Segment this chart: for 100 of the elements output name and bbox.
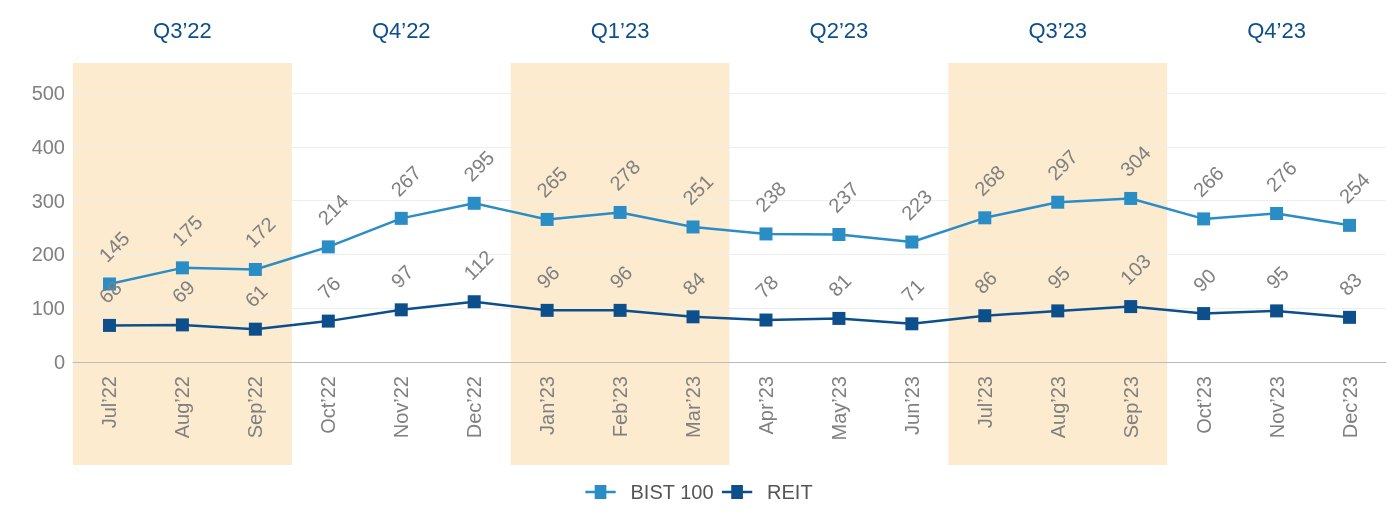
point — [1343, 310, 1357, 324]
point — [175, 318, 189, 332]
data-label: 278 — [605, 155, 645, 195]
x-tick-label: Dec’23 — [1338, 376, 1361, 439]
text: Q4’22 — [371, 17, 431, 43]
y-tick-label: 0 — [53, 351, 65, 373]
band-label: Q3’22 — [153, 17, 212, 43]
x-tick-label: Mar’23 — [682, 376, 705, 438]
data-label: 172 — [240, 212, 280, 252]
point — [1051, 304, 1065, 318]
data-label: 90 — [1188, 264, 1221, 296]
x-tick-label: Sep’23 — [1119, 376, 1142, 439]
data-label: 96 — [532, 261, 564, 293]
data-label: 95 — [1042, 261, 1075, 294]
point — [175, 261, 189, 275]
point — [467, 295, 481, 309]
data-label: 304 — [1115, 141, 1155, 181]
data-label: 84 — [678, 267, 710, 300]
point — [978, 211, 992, 225]
data-label: 276 — [1261, 156, 1301, 196]
data-label: 103 — [1115, 249, 1155, 289]
data-label: 238 — [751, 177, 791, 217]
x-tick-label: Aug’22 — [171, 376, 194, 439]
point — [759, 313, 773, 327]
data-label: 71 — [897, 274, 929, 307]
x-tick-label: Jun’23 — [900, 376, 923, 435]
data-label: 76 — [313, 272, 345, 304]
point — [394, 211, 408, 225]
data-label: 95 — [1261, 261, 1294, 294]
data-label: 267 — [386, 161, 426, 201]
x-tick-label: Oct’23 — [1192, 376, 1215, 434]
point — [832, 311, 846, 325]
y-tick-label: 400 — [31, 135, 65, 158]
band-label: Q3’23 — [1028, 17, 1088, 43]
point — [1270, 304, 1284, 318]
data-label: 237 — [824, 177, 864, 217]
x-tick-label: Feb’23 — [609, 376, 632, 438]
point — [540, 212, 554, 226]
point — [321, 240, 335, 254]
y-tick-label: 500 — [31, 82, 65, 104]
data-label: 78 — [751, 270, 783, 303]
x-tick-label: May’23 — [827, 376, 850, 441]
legend-label: REIT — [767, 481, 813, 503]
x-tick-label: Oct’22 — [317, 376, 340, 434]
point — [1124, 191, 1138, 205]
data-label: 175 — [167, 210, 207, 251]
y-tick-label: 100 — [31, 297, 65, 320]
data-label: 112 — [459, 245, 498, 284]
x-tick-label: Apr’23 — [754, 376, 777, 435]
point — [248, 262, 262, 276]
x-tick-label: Jul’23 — [973, 376, 996, 429]
x-tick-label: Aug’23 — [1046, 376, 1069, 439]
data-label: 61 — [240, 280, 272, 312]
data-label: 214 — [313, 189, 353, 230]
y-tick-label: 200 — [31, 243, 65, 266]
point — [613, 205, 627, 219]
data-label: 145 — [94, 227, 134, 267]
point — [759, 227, 773, 241]
data-label: 97 — [386, 260, 418, 293]
data-label: 251 — [678, 170, 718, 210]
point — [686, 310, 700, 324]
y-tick-label: 300 — [31, 189, 65, 212]
point — [102, 318, 116, 332]
text: Q4’23 — [1247, 17, 1306, 43]
point — [905, 235, 919, 249]
point — [978, 309, 992, 323]
point — [1343, 218, 1357, 232]
data-label: 254 — [1334, 168, 1374, 208]
data-label: 69 — [167, 275, 199, 308]
x-tick-label: Nov’23 — [1265, 376, 1288, 439]
data-label: 86 — [969, 266, 1002, 298]
point — [1197, 307, 1211, 321]
point — [832, 227, 846, 241]
data-label: 83 — [1334, 268, 1366, 300]
text: Q2’23 — [809, 17, 869, 43]
point — [1051, 195, 1065, 209]
legend-label: BIST 100 — [630, 481, 714, 503]
data-label: 297 — [1042, 145, 1083, 185]
point — [467, 196, 481, 210]
data-label: 265 — [532, 162, 572, 202]
point — [1270, 207, 1284, 221]
data-label: 68 — [94, 276, 126, 308]
data-label: 266 — [1188, 161, 1228, 202]
point — [321, 314, 335, 328]
data-label: 295 — [459, 146, 499, 186]
point — [613, 303, 627, 317]
point — [1197, 212, 1211, 226]
data-label: 223 — [897, 185, 937, 225]
band-label: Q1’23 — [590, 17, 650, 43]
x-tick-label: Dec’22 — [463, 376, 486, 439]
point — [394, 303, 408, 317]
point — [248, 322, 262, 336]
x-tick-label: Nov’22 — [390, 376, 413, 439]
point — [686, 220, 700, 234]
point — [1124, 300, 1138, 314]
x-tick-label: Sep’22 — [244, 376, 267, 439]
x-tick-label: Jul’22 — [98, 376, 121, 429]
data-label: 268 — [969, 160, 1010, 201]
point — [540, 303, 554, 317]
x-tick-label: Jan’23 — [536, 376, 559, 435]
